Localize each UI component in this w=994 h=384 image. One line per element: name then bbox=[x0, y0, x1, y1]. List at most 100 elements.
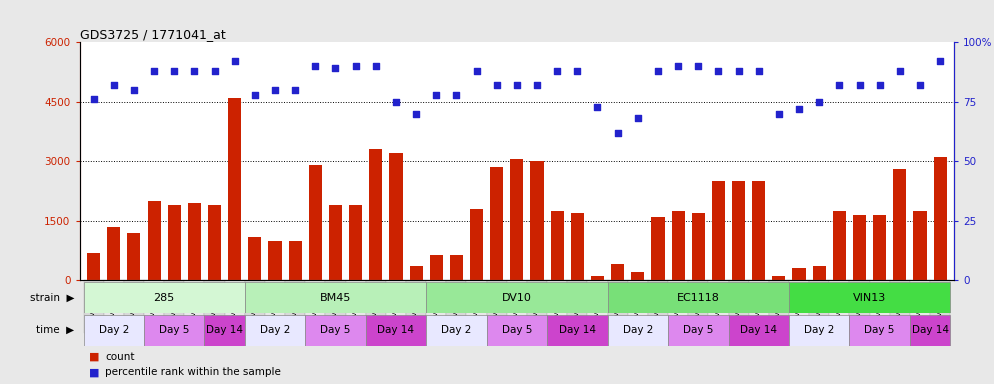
Bar bbox=[792, 268, 805, 280]
Point bbox=[589, 103, 605, 109]
Bar bbox=[390, 153, 403, 280]
Bar bbox=[107, 227, 120, 280]
Bar bbox=[446, 280, 466, 333]
Bar bbox=[188, 203, 201, 280]
Bar bbox=[748, 280, 768, 333]
Text: VIN13: VIN13 bbox=[853, 293, 887, 303]
Bar bbox=[789, 280, 809, 333]
Point bbox=[468, 68, 484, 74]
Point bbox=[912, 82, 928, 88]
Bar bbox=[245, 280, 265, 333]
Bar bbox=[406, 280, 426, 333]
Bar bbox=[329, 205, 342, 280]
Bar bbox=[873, 215, 887, 280]
Point bbox=[690, 63, 706, 69]
Bar bbox=[607, 315, 668, 346]
Point bbox=[328, 65, 344, 71]
Point bbox=[448, 91, 464, 98]
Text: Day 14: Day 14 bbox=[378, 325, 414, 335]
Bar bbox=[933, 157, 946, 280]
Bar bbox=[547, 315, 607, 346]
Point bbox=[529, 82, 545, 88]
Bar bbox=[531, 161, 544, 280]
Bar bbox=[692, 213, 705, 280]
Point bbox=[348, 63, 364, 69]
Text: Day 2: Day 2 bbox=[441, 325, 471, 335]
Text: Day 2: Day 2 bbox=[98, 325, 129, 335]
Bar bbox=[510, 159, 524, 280]
Bar bbox=[829, 280, 850, 333]
Bar bbox=[366, 280, 386, 333]
Text: Day 5: Day 5 bbox=[159, 325, 190, 335]
Bar bbox=[611, 265, 624, 280]
Point bbox=[126, 87, 142, 93]
Text: Day 5: Day 5 bbox=[502, 325, 532, 335]
Bar bbox=[346, 280, 366, 333]
Bar bbox=[833, 211, 846, 280]
Bar bbox=[366, 315, 426, 346]
Point bbox=[609, 130, 625, 136]
Text: Day 14: Day 14 bbox=[559, 325, 595, 335]
Bar bbox=[487, 315, 547, 346]
Point bbox=[831, 82, 847, 88]
Point bbox=[670, 63, 686, 69]
Point bbox=[630, 115, 646, 121]
Point bbox=[307, 63, 323, 69]
Bar bbox=[850, 280, 870, 333]
Bar bbox=[205, 280, 225, 333]
Bar bbox=[248, 237, 261, 280]
Bar bbox=[147, 201, 161, 280]
Text: ■: ■ bbox=[89, 352, 100, 362]
Bar bbox=[910, 315, 950, 346]
Text: Day 2: Day 2 bbox=[622, 325, 653, 335]
Point bbox=[409, 111, 424, 117]
Text: GDS3725 / 1771041_at: GDS3725 / 1771041_at bbox=[80, 28, 226, 41]
Text: DV10: DV10 bbox=[502, 293, 532, 303]
Bar bbox=[386, 280, 406, 333]
Text: strain  ▶: strain ▶ bbox=[30, 293, 75, 303]
Bar bbox=[651, 217, 665, 280]
Bar bbox=[184, 280, 205, 333]
Point bbox=[570, 68, 585, 74]
Bar bbox=[672, 211, 685, 280]
Bar bbox=[668, 280, 688, 333]
Text: EC1118: EC1118 bbox=[677, 293, 720, 303]
Point bbox=[731, 68, 746, 74]
Bar bbox=[668, 315, 729, 346]
Point bbox=[146, 68, 162, 74]
Point bbox=[428, 91, 444, 98]
Bar bbox=[285, 280, 305, 333]
Text: Day 14: Day 14 bbox=[741, 325, 777, 335]
Bar bbox=[103, 280, 124, 333]
Bar bbox=[127, 233, 140, 280]
Point bbox=[750, 68, 766, 74]
Bar bbox=[369, 149, 383, 280]
Bar bbox=[325, 280, 346, 333]
Text: Day 5: Day 5 bbox=[865, 325, 895, 335]
Bar bbox=[607, 282, 789, 313]
Point bbox=[550, 68, 566, 74]
Bar bbox=[349, 205, 362, 280]
Bar bbox=[245, 315, 305, 346]
Bar bbox=[568, 280, 587, 333]
Bar bbox=[144, 315, 205, 346]
Bar bbox=[268, 241, 281, 280]
Point bbox=[247, 91, 262, 98]
Text: Day 2: Day 2 bbox=[259, 325, 290, 335]
Bar bbox=[729, 280, 748, 333]
Bar bbox=[850, 315, 910, 346]
Point bbox=[650, 68, 666, 74]
Point bbox=[388, 99, 404, 105]
Text: count: count bbox=[105, 352, 135, 362]
Point bbox=[771, 111, 787, 117]
Bar bbox=[913, 211, 926, 280]
Point bbox=[368, 63, 384, 69]
Point bbox=[711, 68, 727, 74]
Text: time  ▶: time ▶ bbox=[37, 325, 75, 335]
Bar bbox=[587, 280, 607, 333]
Point bbox=[207, 68, 223, 74]
Bar bbox=[426, 315, 487, 346]
Bar bbox=[688, 280, 709, 333]
Bar bbox=[426, 282, 607, 313]
Bar bbox=[789, 315, 850, 346]
